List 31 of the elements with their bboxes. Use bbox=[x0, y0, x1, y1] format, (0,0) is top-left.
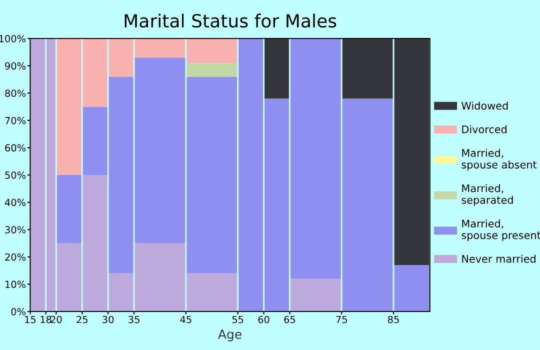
legend-label: Married, spouse absent bbox=[462, 148, 537, 171]
x-tick-label: 15 bbox=[25, 316, 36, 324]
y-tick-label: 20% bbox=[5, 253, 26, 261]
y-tick-label: 60% bbox=[5, 144, 26, 152]
legend-label: Widowed bbox=[462, 102, 508, 110]
y-tick-label: 90% bbox=[5, 62, 26, 70]
x-axis-title: Age bbox=[218, 330, 242, 342]
y-tick-label: 50% bbox=[5, 171, 26, 179]
legend-label: Divorced bbox=[462, 125, 506, 134]
y-tick-label: 30% bbox=[5, 226, 26, 234]
y-tick-label: 40% bbox=[4, 198, 26, 206]
x-tick-label: 20 bbox=[50, 316, 62, 324]
y-tick-label: 70% bbox=[5, 116, 26, 124]
legend-label: Married, separated bbox=[462, 184, 513, 206]
bar bbox=[394, 38, 430, 266]
x-tick-label: 25 bbox=[76, 316, 88, 324]
x-tick-label: 75 bbox=[336, 316, 347, 324]
x-tick-label: 55 bbox=[232, 316, 244, 324]
y-tick-label: 0% bbox=[11, 308, 26, 316]
legend-label: Never married bbox=[462, 254, 536, 263]
y-tick-label: 80% bbox=[5, 90, 26, 97]
x-tick-label: 18 bbox=[40, 316, 52, 324]
x-tick-label: 45 bbox=[180, 316, 192, 324]
x-tick-label: 30 bbox=[102, 316, 114, 324]
x-tick-label: 65 bbox=[284, 316, 296, 324]
bar bbox=[186, 63, 238, 77]
x-tick-label: 35 bbox=[128, 316, 140, 324]
x-tick-label: 60 bbox=[258, 316, 270, 324]
x-tick-label: 85 bbox=[388, 316, 399, 324]
chart-title: Marital Status for Males bbox=[124, 14, 336, 28]
y-tick-label: 10% bbox=[6, 280, 26, 288]
